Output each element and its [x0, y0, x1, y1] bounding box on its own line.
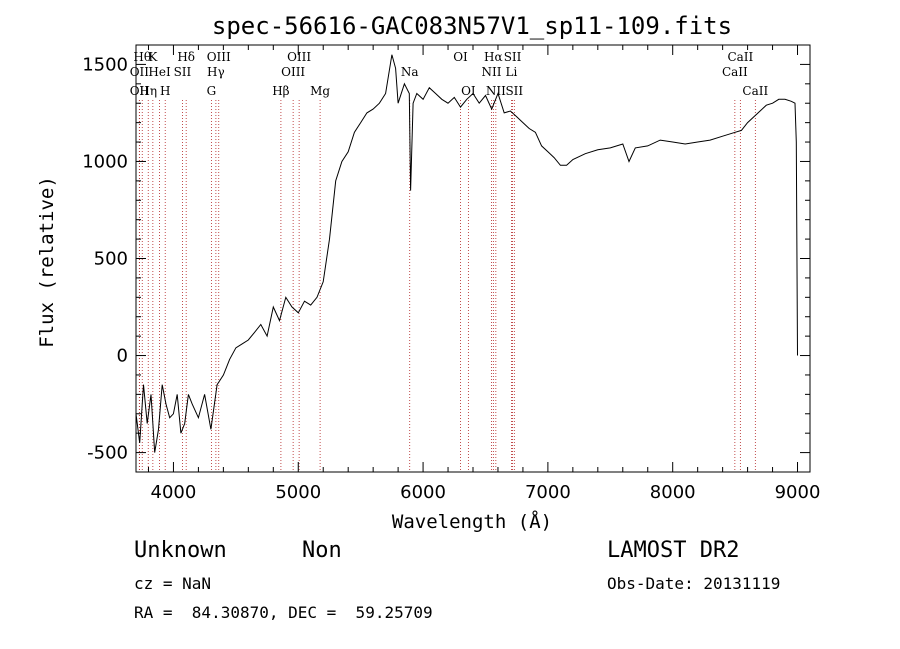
line-marker-label: K [148, 50, 158, 64]
line-marker-label: SII [174, 65, 192, 79]
line-marker-label: OIII [287, 50, 311, 64]
line-marker-label: Na [401, 65, 419, 79]
redshift-text: cz = NaN [134, 574, 212, 593]
line-marker-label: Hβ [272, 84, 289, 98]
spectrum-line [135, 54, 798, 453]
line-marker-label: Li [506, 65, 518, 79]
line-marker-label: H [160, 84, 170, 98]
line-marker-label: OII [130, 65, 150, 79]
coordinates-text: RA = 84.30870, DEC = 59.25709 [134, 603, 433, 622]
line-marker-label: Hα [484, 50, 503, 64]
x-tick-label: 9000 [775, 482, 821, 503]
line-marker-label: Hη [139, 84, 157, 98]
y-tick-label: 1000 [82, 151, 128, 172]
line-marker-label: Hθ [133, 50, 151, 64]
line-marker-label: OIII [281, 65, 305, 79]
observation-date: Obs-Date: 20131119 [607, 574, 781, 593]
line-marker-label: CaII [727, 50, 753, 64]
object-class: Unknown [134, 538, 227, 563]
line-marker-label: NII [481, 65, 501, 79]
x-axis: 4000 5000 6000 7000 8000 9000 [147, 45, 821, 503]
y-tick-label: 1500 [82, 54, 128, 75]
line-marker-label: CaII [722, 65, 748, 79]
line-marker-label: Mg [310, 84, 330, 98]
line-marker-label: SII [505, 84, 523, 98]
y-axis: -500 0 500 1000 1500 [82, 44, 810, 473]
object-subclass: Non [302, 538, 342, 563]
line-marker-label: HeI [148, 65, 171, 79]
chart-title: spec-56616-GAC083N57V1_sp11-109.fits [212, 12, 732, 40]
line-marker-label: G [207, 84, 217, 98]
y-tick-label: 500 [94, 249, 128, 270]
line-marker-label: Hγ [207, 65, 225, 79]
survey-name: LAMOST DR2 [607, 538, 740, 563]
x-tick-label: 5000 [275, 482, 321, 503]
x-tick-label: 7000 [525, 482, 571, 503]
line-marker-label: Hδ [177, 50, 195, 64]
y-tick-label: -500 [87, 443, 128, 464]
line-marker-label: SII [504, 50, 522, 64]
x-axis-label: Wavelength (Å) [392, 510, 552, 533]
line-marker-label: OI [461, 84, 476, 98]
y-axis-label: Flux (relative) [36, 176, 58, 348]
line-marker-label: OII [130, 84, 150, 98]
x-tick-label: 4000 [151, 482, 197, 503]
line-marker-label: CaII [742, 84, 768, 98]
x-tick-label: 8000 [650, 482, 696, 503]
line-marker-label: OIII [207, 50, 231, 64]
y-tick-label: 0 [117, 346, 128, 367]
line-marker-label: NII [486, 84, 506, 98]
plot-frame [135, 44, 811, 473]
line-marker-label: OI [453, 50, 468, 64]
x-tick-label: 6000 [400, 482, 446, 503]
